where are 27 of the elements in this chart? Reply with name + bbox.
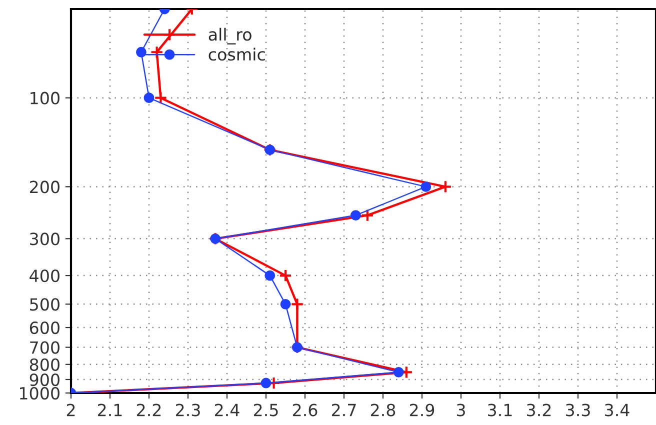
x-tick-label: 2.8: [370, 404, 396, 416]
legend-label: all_ro: [208, 28, 252, 44]
x-tick-label: 3.2: [527, 404, 551, 416]
x-tick-label: 2.7: [332, 404, 356, 416]
x-tick-label: 2.4: [214, 404, 240, 416]
x-tick-label: 2.3: [176, 404, 200, 416]
x-tick-label: 2.2: [136, 404, 161, 416]
x-tick-label: 2.1: [98, 404, 122, 416]
x-tick-label: 2: [66, 404, 75, 416]
x-tick-label: 3.3: [566, 404, 590, 416]
y-tick-label: 600: [30, 321, 60, 334]
x-tick-label: 3: [456, 404, 465, 416]
y-tick-label: 400: [30, 270, 60, 282]
y-tick-label: 300: [30, 232, 60, 246]
x-tick-label: 2.9: [410, 404, 434, 416]
y-tick-label: 700: [30, 341, 60, 354]
x-tick-label: 2.5: [254, 404, 278, 416]
y-tick-label: 1000: [20, 386, 60, 400]
legend-label: cosmic: [208, 48, 265, 61]
x-tick-label: 3.1: [488, 404, 512, 416]
y-tick-label: 200: [30, 180, 60, 194]
x-tick-label: 3.4: [605, 404, 630, 416]
y-tick-label: 100: [30, 92, 60, 104]
y-tick-label: 500: [30, 298, 60, 311]
x-tick-label: 2.6: [292, 404, 318, 416]
y-tick-label: 800: [30, 358, 60, 371]
y-tick-label: 900: [30, 373, 60, 386]
